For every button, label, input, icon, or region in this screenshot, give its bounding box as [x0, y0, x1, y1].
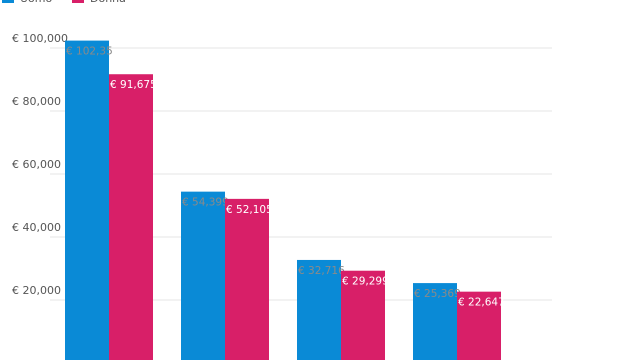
value-label: € 52,105 — [226, 204, 273, 216]
y-tick-label: € 40,000 — [12, 221, 61, 234]
bar — [413, 283, 457, 360]
y-tick-label: € 100,000 — [12, 32, 68, 45]
y-tick-label: € 80,000 — [12, 95, 61, 108]
bar — [297, 259, 341, 360]
legend-label: Donna — [90, 0, 126, 5]
y-tick-label: € 20,000 — [12, 284, 61, 297]
value-label: € 29,299 — [342, 276, 389, 288]
bar — [341, 270, 385, 360]
value-label: € 22,647 — [458, 297, 505, 309]
legend-swatch — [72, 0, 84, 3]
value-label: € 102,35 — [66, 46, 113, 58]
value-label: € 54,399 — [182, 197, 229, 209]
value-label: € 91,675 — [110, 79, 157, 91]
bar — [225, 198, 269, 360]
legend-swatch — [2, 0, 14, 3]
value-label: € 25,369 — [414, 288, 461, 300]
value-label: € 32,716 — [298, 265, 345, 277]
y-tick-label: € 60,000 — [12, 158, 61, 171]
bar — [457, 291, 501, 360]
bar — [109, 74, 153, 360]
legend-label: Uomo — [20, 0, 52, 5]
bar — [65, 40, 109, 360]
bar — [181, 191, 225, 360]
